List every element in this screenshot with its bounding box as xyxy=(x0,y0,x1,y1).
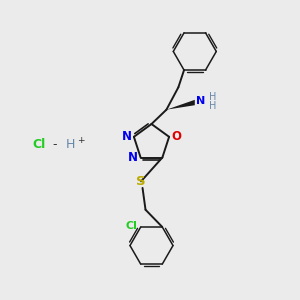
Text: Cl: Cl xyxy=(125,221,137,231)
Text: H: H xyxy=(209,101,216,111)
Text: N: N xyxy=(128,151,138,164)
Text: O: O xyxy=(172,130,182,143)
Text: Cl: Cl xyxy=(32,137,45,151)
Text: H: H xyxy=(62,137,75,151)
Text: N: N xyxy=(122,130,131,143)
Text: H: H xyxy=(209,92,216,102)
Polygon shape xyxy=(167,100,195,110)
Text: -: - xyxy=(49,137,58,151)
Text: S: S xyxy=(136,175,146,188)
Text: N: N xyxy=(196,96,206,106)
Text: +: + xyxy=(77,136,84,145)
